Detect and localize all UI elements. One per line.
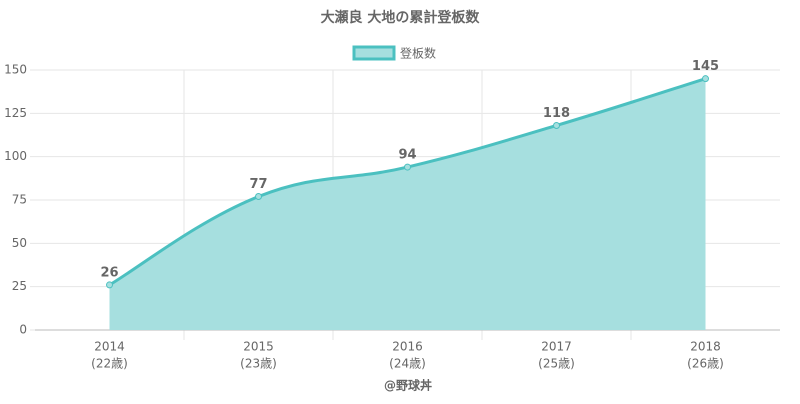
- y-tick-label: 150: [4, 63, 27, 77]
- legend-swatch: [352, 45, 396, 61]
- x-axis-label: @野球丼: [384, 378, 432, 393]
- data-label: 26: [100, 265, 118, 280]
- y-tick-label: 0: [19, 323, 27, 337]
- x-tick-label: 2017: [541, 340, 572, 354]
- point: [404, 163, 411, 171]
- point: [702, 75, 709, 83]
- data-label: 145: [692, 59, 719, 74]
- x-tick-sublabel: (25歳): [538, 357, 575, 371]
- legend-label: 登板数: [400, 46, 436, 61]
- y-tick-label: 100: [4, 149, 27, 163]
- x-tick-label: 2014: [94, 340, 125, 354]
- x-tick-label: 2015: [243, 340, 274, 354]
- x-tick-sublabel: (26歳): [687, 357, 724, 371]
- point: [553, 121, 560, 129]
- data-label: 77: [249, 177, 267, 192]
- x-tick-label: 2016: [392, 340, 423, 354]
- data-label: 118: [543, 106, 570, 121]
- y-tick-label: 25: [12, 279, 27, 293]
- area-fill: [109, 78, 706, 331]
- y-tick-label: 75: [12, 193, 27, 207]
- y-tick-label: 125: [4, 106, 27, 120]
- data-label: 94: [398, 148, 416, 163]
- x-tick-sublabel: (24歳): [389, 357, 426, 371]
- chart-title: 大瀬良 大地の累計登板数: [321, 9, 481, 26]
- x-tick-sublabel: (22歳): [91, 357, 128, 371]
- y-tick-label: 50: [12, 236, 27, 250]
- point: [106, 281, 113, 289]
- point: [255, 193, 262, 201]
- x-tick-sublabel: (23歳): [240, 357, 277, 371]
- x-tick-label: 2018: [690, 340, 721, 354]
